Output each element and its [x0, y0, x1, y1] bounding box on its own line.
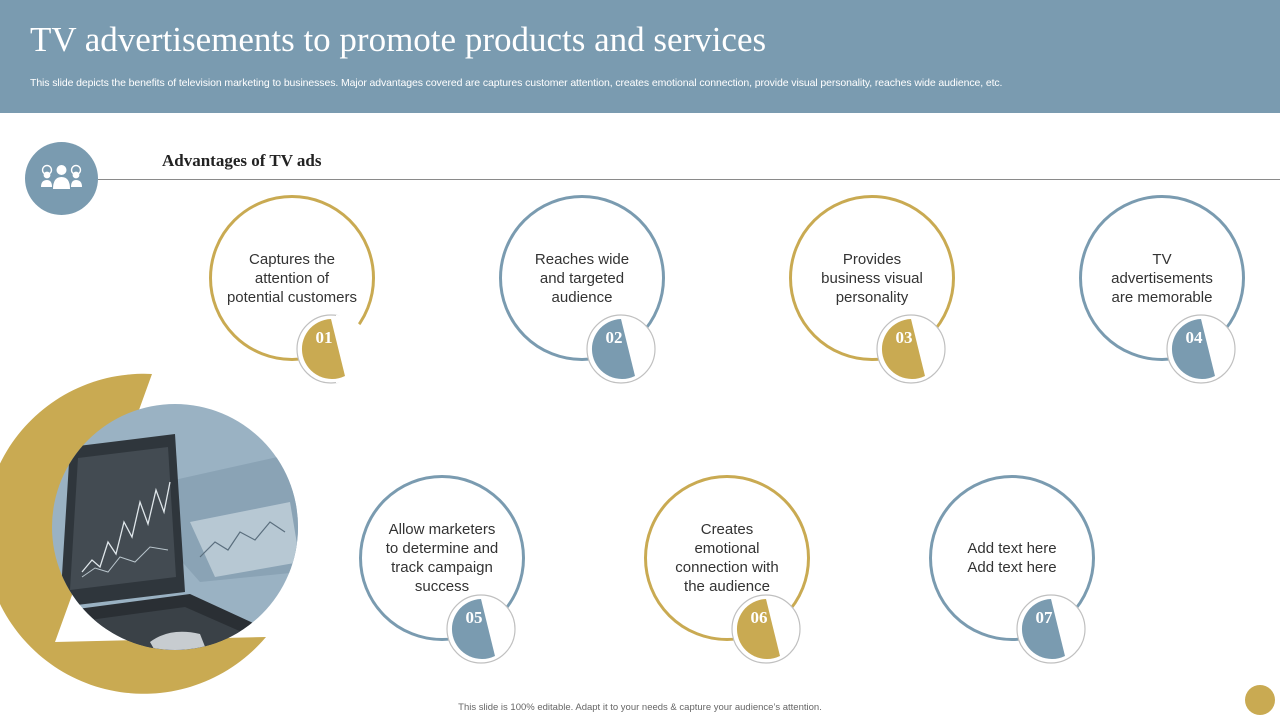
advantage-06: Creates emotional connection with the au… — [644, 475, 810, 664]
number-badge — [876, 314, 946, 384]
advantage-text: Allow marketers to determine and track c… — [371, 475, 513, 641]
number-badge — [296, 314, 367, 384]
advantage-07: Add text here Add text here 07 — [929, 475, 1095, 664]
number-badge — [731, 594, 801, 664]
number-badge — [1016, 594, 1086, 664]
footer-note: This slide is 100% editable. Adapt it to… — [458, 702, 822, 713]
advantage-line: attention of — [254, 269, 330, 287]
number-badge — [1166, 314, 1236, 384]
advantage-line: TV — [1152, 250, 1172, 268]
advantage-line: and targeted — [539, 269, 625, 287]
advantage-line: track campaign — [391, 559, 493, 576]
advantage-text: Provides business visual personality — [801, 195, 943, 361]
advantage-03: Provides business visual personality 03 — [789, 195, 955, 384]
advantage-02: Reaches wide and targeted audience 02 — [499, 195, 665, 384]
advantage-line: Provides — [842, 250, 902, 268]
advantage-number: 04 — [1185, 328, 1203, 347]
advantage-text: Add text here Add text here — [941, 475, 1083, 641]
advantage-text: Captures the attention of potential cust… — [221, 195, 363, 361]
advantage-line: Creates — [700, 521, 754, 538]
advantage-line: Captures the — [249, 250, 335, 268]
advantage-number: 05 — [465, 608, 483, 627]
advantage-line: to determine and — [385, 540, 499, 557]
advantage-number: 03 — [895, 328, 913, 347]
header-banner: TV advertisements to promote products an… — [0, 0, 1280, 113]
advantage-text: Creates emotional connection with the au… — [656, 475, 798, 641]
advantage-number: 06 — [750, 608, 768, 627]
number-badge — [446, 594, 516, 664]
advantage-line: audience — [551, 288, 613, 306]
advantage-line: advertisements — [1111, 269, 1213, 287]
advantage-line: Add text here — [967, 540, 1057, 557]
advantage-01: Captures the attention of potential cust… — [209, 195, 375, 384]
section-divider — [98, 179, 1280, 180]
advantage-05: Allow marketers to determine and track c… — [359, 475, 525, 664]
people-settings-icon — [25, 142, 98, 215]
advantage-line: connection with — [675, 559, 779, 576]
advantage-number: 01 — [315, 328, 333, 347]
advantage-line: business visual — [821, 269, 923, 287]
advantage-number: 02 — [605, 328, 623, 347]
advantage-text: TV advertisements are memorable — [1091, 195, 1233, 361]
advantage-line: the audience — [684, 578, 770, 595]
laptop-chart-photo — [0, 372, 300, 697]
advantage-line: emotional — [694, 540, 760, 557]
advantage-line: potential customers — [226, 288, 358, 306]
corner-decoration — [1245, 685, 1275, 715]
advantage-number: 07 — [1035, 608, 1053, 627]
advantage-line: success — [414, 578, 470, 595]
advantage-line: personality — [835, 288, 909, 306]
advantage-line: Reaches wide — [534, 250, 630, 268]
section-heading: Advantages of TV ads — [162, 151, 322, 170]
advantage-line: are memorable — [1111, 288, 1213, 306]
advantage-line: Allow marketers — [388, 521, 496, 538]
page-subtitle: This slide depicts the benefits of telev… — [30, 77, 1003, 89]
number-badge — [586, 314, 656, 384]
advantage-line: Add text here — [967, 559, 1057, 576]
page-title: TV advertisements to promote products an… — [30, 20, 767, 59]
advantage-text: Reaches wide and targeted audience — [511, 195, 653, 361]
advantage-04: TV advertisements are memorable 04 — [1079, 195, 1245, 384]
